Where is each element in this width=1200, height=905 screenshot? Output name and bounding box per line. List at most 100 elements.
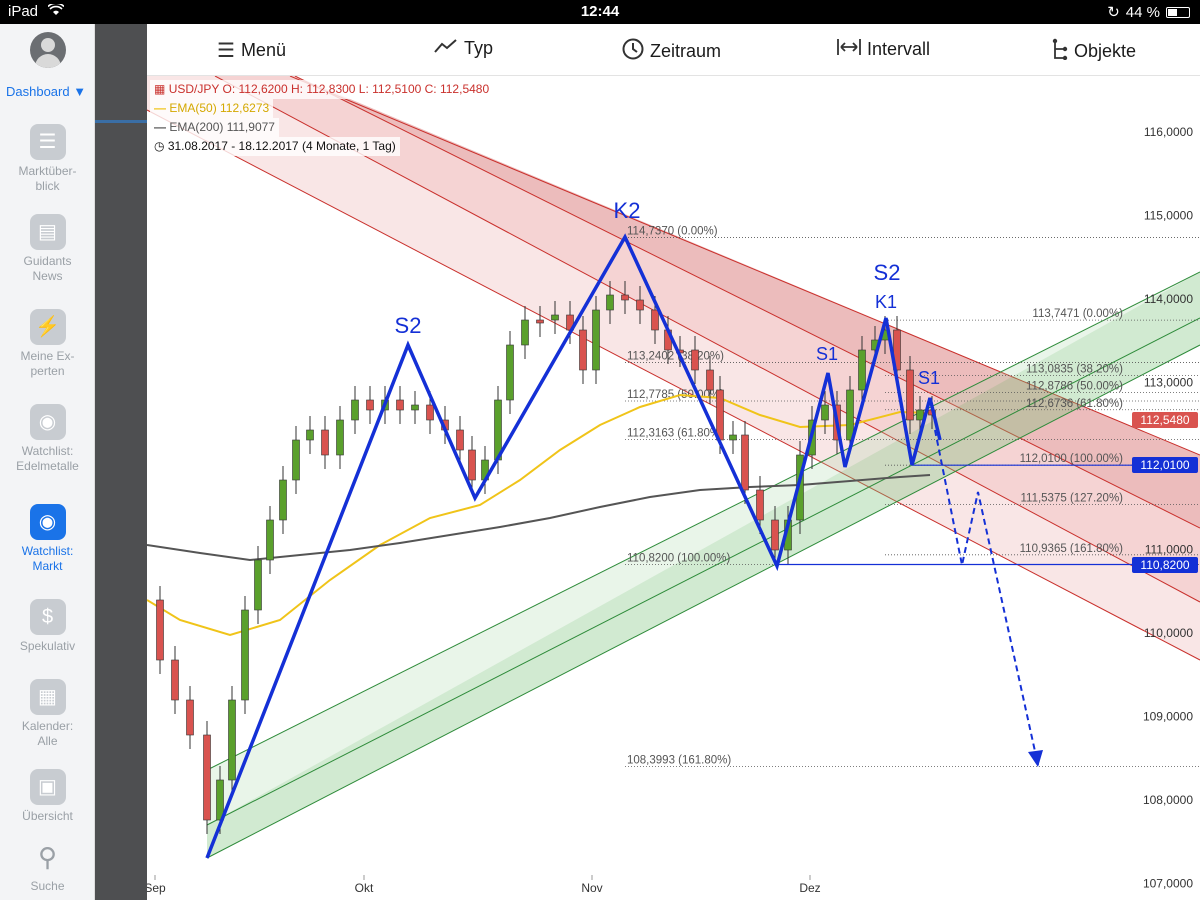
search-icon: ⚲	[37, 842, 58, 872]
objects-label: Objekte	[1074, 41, 1137, 61]
sidebar-item-spekulativ[interactable]: $ Spekulativ	[0, 599, 95, 654]
ema200-swatch-icon: —	[154, 120, 166, 134]
candle-up	[521, 319, 529, 346]
sidebar-item-kalender[interactable]: ▦ Kalender: Alle	[0, 679, 95, 749]
sidebar-item-watchlist[interactable]: ◉ Watchlist: Edelmetalle	[0, 404, 95, 474]
candle-up	[254, 559, 262, 611]
sidebar: Dashboard ▼ ☰ Marktüber-blick ▤ Guidants New…	[0, 24, 95, 900]
fib-level-label: 110,9365 (161.80%)	[1020, 543, 1124, 555]
price-chart[interactable]: 114,7370 (0.00%)113,2402 (38.20%)112,778…	[144, 75, 1200, 900]
ema200-line	[146, 474, 931, 562]
elliott-pattern-line	[205, 233, 942, 859]
fib-level-label: 113,0835 (38.20%)	[1026, 364, 1123, 376]
clock-icon	[622, 38, 644, 65]
y-tick-label: 109,0000	[1143, 710, 1193, 724]
ohlc-text: USD/JPY O: 112,6200 H: 112,8300 L: 112,5…	[168, 82, 490, 96]
interval-icon	[837, 38, 861, 61]
fib-level-label: 112,0100 (100.00%)	[1020, 453, 1124, 465]
candle-down	[906, 369, 914, 421]
battery-icon	[1166, 6, 1190, 18]
interval-label: Intervall	[867, 39, 931, 59]
sidebar-item-label: Guidants	[23, 254, 72, 268]
period-button[interactable]: Zeitraum	[622, 38, 721, 65]
candle-up	[506, 344, 514, 401]
dashboard-label: Dashboard	[6, 84, 70, 99]
legend-range: ◷ 31.08.2017 - 18.12.2017 (4 Monate, 1 T…	[150, 137, 400, 156]
sidebar-item-watchlist[interactable]: ◉ Watchlist: Markt	[0, 504, 95, 574]
candle-down	[321, 429, 329, 456]
objects-button[interactable]: Objekte	[1052, 38, 1136, 65]
pattern-label: S2	[395, 313, 422, 338]
sidebar-item-meine-ex[interactable]: ⚡ Meine Ex-perten	[0, 309, 95, 379]
eye-icon: ◉	[29, 504, 66, 540]
candle-down	[426, 404, 434, 421]
dashboard-selector[interactable]: Dashboard ▼	[6, 84, 86, 99]
red-channel-line	[214, 75, 1200, 603]
sidebar-item-suche[interactable]: ⚲ Suche	[0, 839, 95, 894]
interval-button[interactable]: Intervall	[837, 38, 930, 61]
price-tag: 112,0100	[1132, 457, 1198, 474]
fib-level-label: 111,5375 (127.20%)	[1020, 493, 1123, 505]
candle-down	[691, 349, 699, 371]
chart-area[interactable]: 114,7370 (0.00%) 113,2402 (38.20%) 112,778…	[144, 75, 1200, 900]
period-label: Zeitraum	[650, 41, 722, 61]
candle-up	[821, 404, 829, 421]
price-tag: 112,5480	[1132, 412, 1198, 429]
fib-level-label: 112,8786 (50.00%)	[1026, 381, 1123, 393]
news-icon: ▤	[29, 214, 66, 250]
sidebar-item-label: Spekulativ	[19, 639, 76, 653]
type-label: Typ	[464, 38, 494, 58]
ema50-text: EMA(50) 112,6273	[169, 101, 270, 115]
chart-type-button[interactable]: Typ	[434, 38, 493, 59]
candle-down	[771, 519, 779, 551]
green-channel-line	[206, 271, 1200, 771]
caret-down-icon: ▼	[73, 84, 87, 99]
candle-up	[351, 399, 359, 421]
sidebar-item-übersicht[interactable]: ▣ Übersicht	[0, 769, 95, 824]
fib-level-label: 114,7370 (0.00%)	[627, 225, 718, 237]
candle-up	[606, 294, 614, 311]
candle-up	[241, 609, 249, 701]
candle-down	[579, 329, 587, 371]
x-tick-label: Sep	[147, 881, 166, 895]
ema200-text: EMA(200) 111,9077	[169, 120, 275, 134]
candle-down	[636, 299, 644, 311]
candle-down	[203, 734, 211, 821]
y-tick-label: 107,0000	[1143, 877, 1193, 891]
ema50-swatch-icon: —	[154, 101, 166, 115]
avatar[interactable]	[30, 32, 66, 68]
objects-icon	[1052, 38, 1068, 65]
legend-ema50: — EMA(50) 112,6273	[150, 99, 274, 118]
ema50-line	[146, 393, 931, 637]
candle-down	[621, 294, 629, 301]
device-name: iPad	[8, 3, 39, 20]
pattern-label: S1	[918, 368, 940, 388]
sidebar-item-label: Markt	[32, 559, 63, 573]
sidebar-item-guidants[interactable]: ▤ Guidants News	[0, 214, 95, 284]
candle-up	[279, 479, 287, 521]
sidebar-item-marktüber[interactable]: ☰ Marktüber-blick	[0, 124, 95, 194]
y-tick-label: 114,0000	[1144, 292, 1193, 306]
sidebar-item-label: Meine Ex-	[20, 349, 75, 363]
candle-up	[292, 439, 300, 481]
pattern-label: K1	[875, 292, 897, 312]
green-channel-line	[206, 344, 1200, 859]
menu-button[interactable]: ☰ Menü	[217, 38, 286, 63]
candle-down	[893, 329, 901, 371]
pattern-label: K2	[614, 198, 641, 223]
red-channel-line	[289, 75, 1200, 456]
legend-ohlc: ▦ USD/JPY O: 112,6200 H: 112,8300 L: 112…	[150, 80, 494, 99]
green-channel	[207, 272, 1200, 858]
green-channel-line	[206, 317, 1200, 826]
candle-up	[228, 699, 236, 781]
candle-up	[336, 419, 344, 456]
y-tick-label: 111,0000	[1145, 543, 1194, 557]
candle-up	[592, 309, 600, 371]
fib-level-label: 113,7471 (0.00%)	[1032, 308, 1123, 320]
eye-icon: ◉	[29, 404, 66, 440]
line-chart-icon	[434, 38, 458, 59]
candle-down	[396, 399, 404, 411]
y-tick-label: 115,0000	[1144, 209, 1193, 223]
candle-down	[171, 659, 179, 701]
range-clock-icon: ◷	[154, 139, 165, 153]
